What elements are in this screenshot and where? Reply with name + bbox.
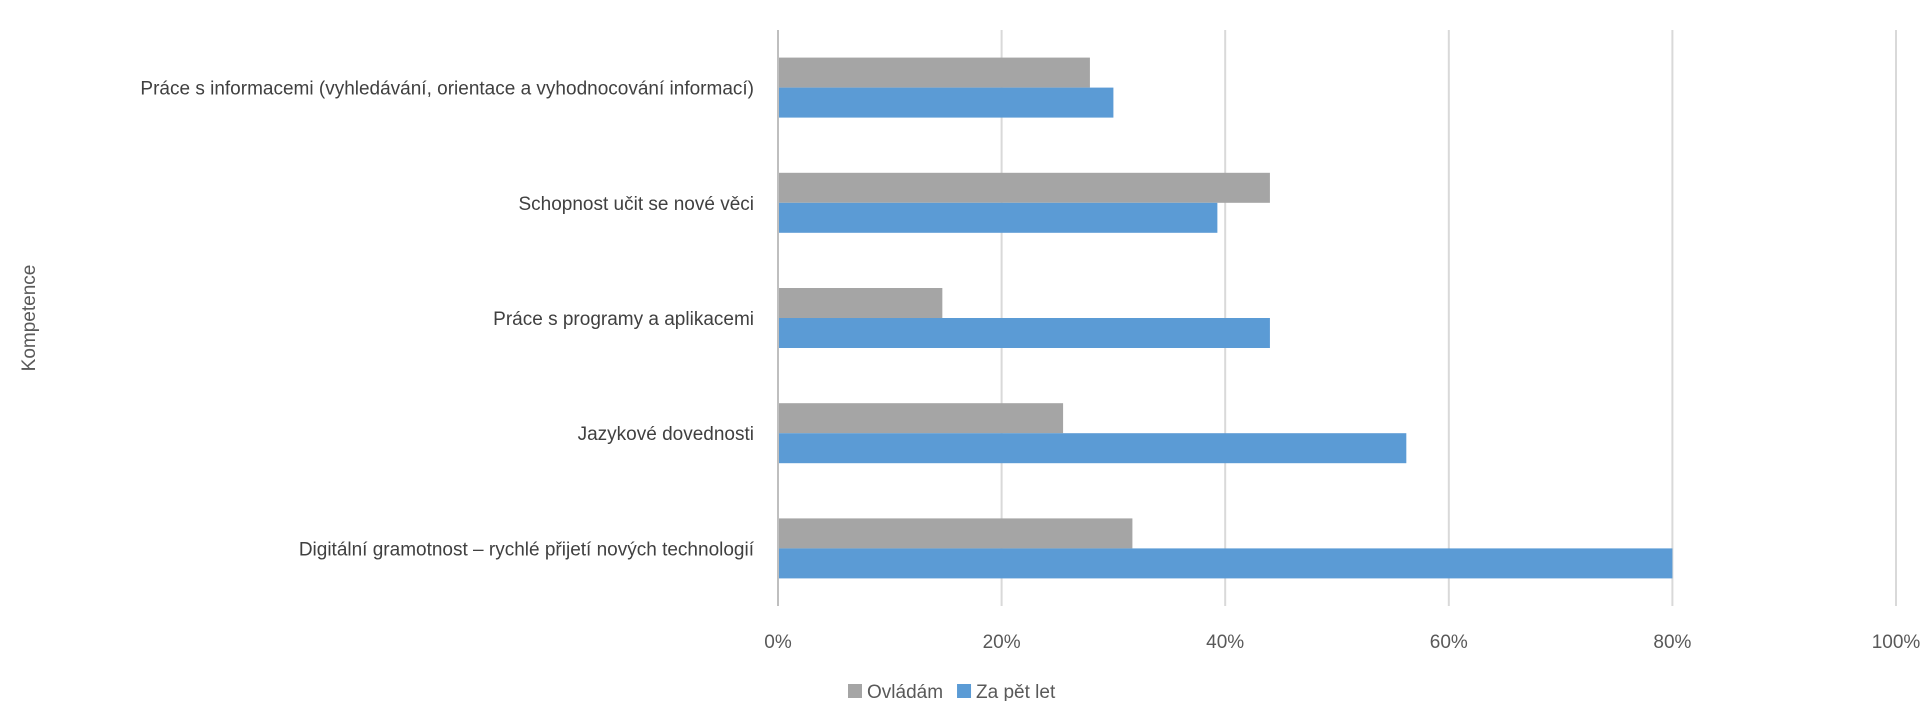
bar-za-pet-let <box>779 318 1270 348</box>
category-label: Práce s programy a aplikacemi <box>493 309 754 330</box>
bar-ovladam <box>779 172 1270 203</box>
bar-ovladam <box>779 518 1133 549</box>
legend-label: Ovládám <box>867 682 943 701</box>
bar-ovladam <box>779 288 943 318</box>
category-label: Schopnost učit se nové věci <box>518 194 754 215</box>
x-tick-label: 20% <box>983 632 1021 653</box>
bar-za-pet-let <box>779 548 1673 579</box>
legend-swatch <box>957 684 972 698</box>
category-labels: Práce s informacemi (vyhledávání, orient… <box>140 79 754 561</box>
bar-ovladam <box>779 403 1064 434</box>
bar-za-pet-let <box>779 202 1218 233</box>
x-tick-label: 40% <box>1206 632 1244 653</box>
bar-ovladam <box>779 57 1090 88</box>
x-tick-label: 60% <box>1430 632 1468 653</box>
x-axis-tick-labels: 0% 20% 40% 60% 80% 100% <box>764 632 1920 653</box>
x-tick-label: 100% <box>1872 632 1921 653</box>
category-label: Digitální gramotnost – rychlé přijetí no… <box>299 539 755 560</box>
legend: Ovládám Za pět let <box>848 682 1056 701</box>
x-tick-label: 80% <box>1653 632 1691 653</box>
bar-za-pet-let <box>779 433 1407 464</box>
legend-swatch <box>848 684 862 698</box>
category-label: Jazykové dovednosti <box>578 424 754 445</box>
x-tick-label: 0% <box>764 632 792 653</box>
legend-label: Za pět let <box>976 682 1056 701</box>
bar-za-pet-let <box>779 87 1114 118</box>
category-label: Práce s informacemi (vyhledávání, orient… <box>140 79 754 100</box>
bars <box>779 57 1673 579</box>
y-axis-title: Kompetence <box>19 265 40 372</box>
